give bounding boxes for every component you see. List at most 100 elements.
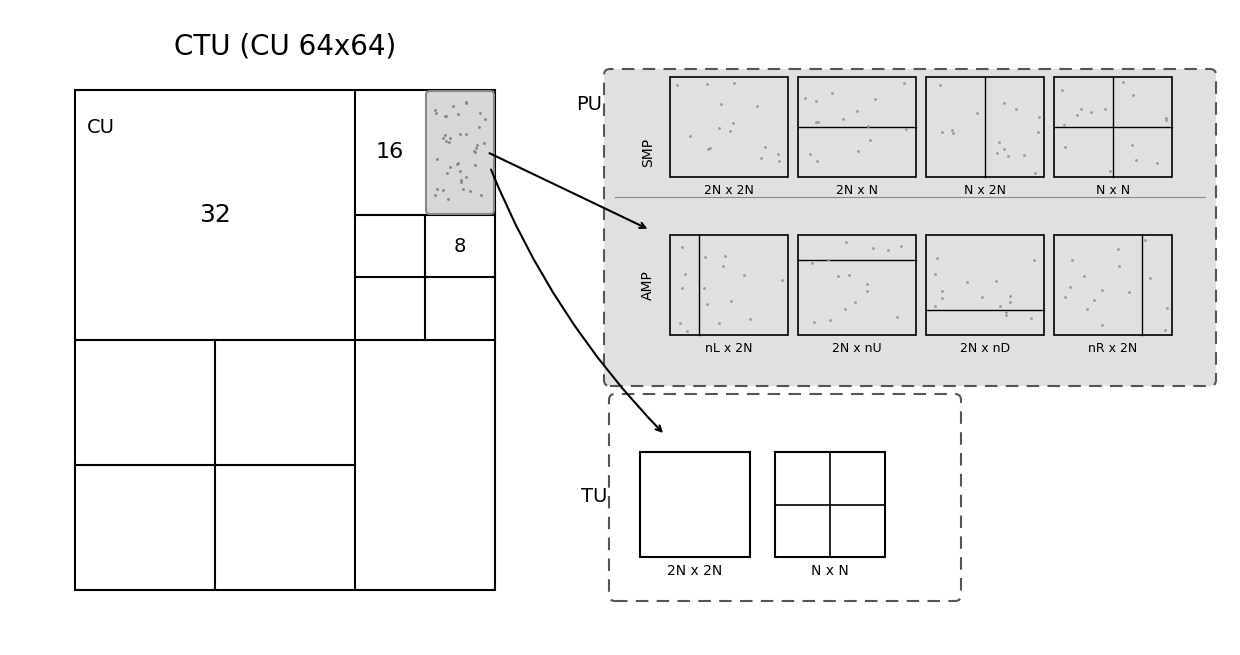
Point — [1078, 304, 1097, 314]
Bar — [926, 235, 1044, 335]
Bar — [74, 90, 495, 590]
Point — [795, 92, 815, 103]
Point — [1060, 282, 1080, 293]
Bar — [775, 452, 885, 557]
Point — [1028, 127, 1048, 138]
Point — [1091, 284, 1111, 295]
Point — [1024, 254, 1044, 265]
Point — [957, 277, 977, 288]
Text: PU: PU — [577, 95, 601, 114]
Point — [428, 184, 448, 195]
Point — [863, 243, 883, 253]
Point — [433, 185, 453, 195]
Point — [926, 252, 946, 263]
Point — [1114, 76, 1133, 86]
Point — [456, 98, 476, 109]
Text: 16: 16 — [376, 142, 404, 162]
Point — [456, 97, 476, 107]
Point — [1095, 104, 1115, 115]
Point — [1029, 112, 1049, 122]
Point — [1092, 320, 1112, 331]
Point — [722, 295, 742, 306]
Point — [844, 296, 864, 307]
Point — [1084, 295, 1104, 306]
Point — [427, 153, 446, 164]
Point — [932, 286, 952, 297]
Point — [746, 101, 766, 111]
Point — [451, 175, 471, 185]
Point — [1100, 166, 1120, 176]
Text: N x N: N x N — [811, 564, 849, 578]
Text: 2N x 2N: 2N x 2N — [667, 564, 723, 578]
Text: N x 2N: N x 2N — [963, 185, 1006, 198]
Point — [1120, 287, 1140, 297]
Point — [1001, 296, 1021, 307]
Point — [1122, 140, 1142, 151]
Bar — [799, 77, 916, 177]
Point — [991, 301, 1011, 311]
Point — [1157, 303, 1177, 314]
Point — [818, 255, 838, 266]
Point — [848, 146, 868, 157]
Point — [857, 286, 877, 296]
Point — [450, 129, 470, 140]
Bar — [670, 235, 787, 335]
Point — [675, 269, 694, 280]
Point — [1135, 235, 1154, 246]
Point — [425, 105, 445, 115]
Point — [714, 251, 734, 261]
Point — [998, 151, 1018, 161]
Point — [994, 144, 1014, 155]
Text: TU: TU — [580, 487, 608, 506]
Text: nR x 2N: nR x 2N — [1089, 343, 1137, 356]
Point — [972, 291, 992, 302]
Point — [932, 293, 952, 303]
Point — [750, 153, 770, 164]
Point — [720, 126, 740, 136]
Point — [711, 99, 730, 109]
Point — [670, 318, 689, 329]
Text: AMP: AMP — [641, 270, 655, 300]
Point — [1126, 155, 1146, 165]
Point — [734, 269, 754, 280]
Point — [930, 80, 950, 90]
Point — [667, 79, 687, 90]
Point — [456, 129, 476, 140]
Point — [1053, 85, 1073, 96]
Point — [713, 261, 733, 272]
Point — [1156, 324, 1176, 335]
Point — [464, 146, 484, 157]
Point — [1156, 113, 1176, 124]
Point — [1122, 90, 1142, 101]
Point — [453, 184, 472, 195]
Text: 2N x N: 2N x N — [836, 185, 878, 198]
Text: 8: 8 — [454, 236, 466, 255]
Point — [425, 190, 445, 200]
Point — [833, 113, 853, 124]
Point — [769, 149, 789, 160]
FancyBboxPatch shape — [609, 394, 961, 601]
Point — [740, 314, 760, 324]
Point — [987, 147, 1007, 158]
Point — [990, 136, 1009, 147]
Point — [861, 136, 880, 146]
Point — [878, 244, 898, 255]
Point — [836, 237, 856, 248]
FancyBboxPatch shape — [427, 91, 494, 214]
Point — [997, 307, 1017, 317]
Point — [433, 133, 453, 143]
Text: CTU (CU 64x64): CTU (CU 64x64) — [174, 32, 396, 60]
Point — [847, 106, 867, 117]
Point — [1074, 271, 1094, 281]
Text: 2N x 2N: 2N x 2N — [704, 185, 754, 198]
Point — [450, 166, 470, 176]
Point — [466, 140, 486, 151]
FancyBboxPatch shape — [604, 69, 1216, 386]
Bar — [1054, 235, 1172, 335]
Bar — [799, 235, 916, 335]
Point — [941, 124, 961, 135]
Point — [448, 159, 467, 170]
Bar — [1054, 77, 1172, 177]
Point — [1071, 104, 1091, 115]
Point — [440, 162, 460, 172]
